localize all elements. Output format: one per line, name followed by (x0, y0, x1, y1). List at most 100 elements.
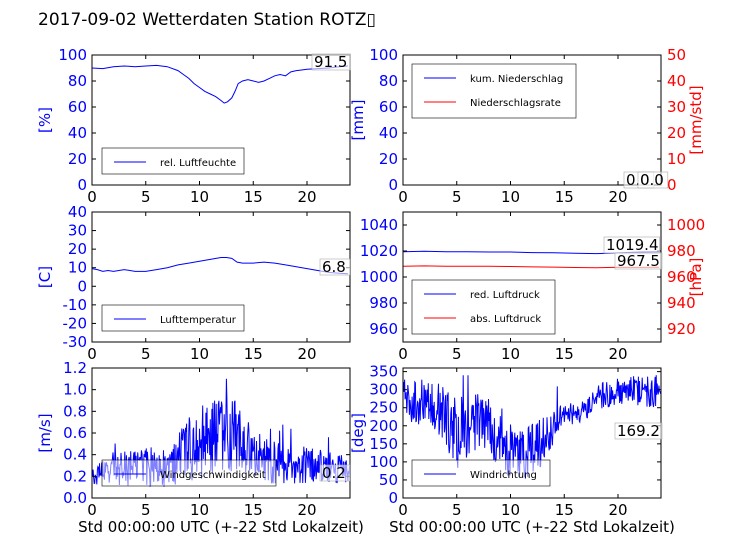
value-annotation: 169.2 (617, 422, 660, 440)
value-annotation-box (311, 53, 351, 71)
y-tick-label: 80 (68, 72, 87, 90)
y-tick-label: 0.2 (63, 467, 87, 485)
value-annotation-box (637, 171, 669, 189)
y-tick-label: 0.0 (63, 489, 87, 507)
legend-box (411, 63, 577, 119)
x-tick-label: 0 (398, 501, 408, 519)
legend-box (101, 147, 245, 175)
series-line-windrichtung (402, 375, 662, 480)
y-tick-label: -30 (63, 333, 88, 351)
y-tick-label: 100 (369, 46, 398, 64)
legend-label: Windgeschwindigkeit (160, 470, 266, 481)
value-annotation: 6.8 (322, 258, 346, 276)
legend-label: kum. Niederschlag (470, 74, 563, 85)
figure-title: 2017-09-02 Wetterdaten Station ROTZ▯ (38, 10, 376, 30)
y-tick-label: 150 (369, 435, 398, 453)
legend-box (101, 304, 245, 332)
x-tick-label: 20 (297, 501, 316, 519)
plot-frame (402, 54, 662, 186)
legend-box (411, 459, 551, 487)
legend-label: Windrichtung (470, 470, 537, 481)
y-tick-label-right: 980 (667, 242, 696, 260)
y-tick-label-right: 30 (667, 98, 686, 116)
legend: Lufttemperatur (101, 304, 245, 332)
y-tick-label: 30 (68, 222, 87, 240)
plot-frame (91, 54, 351, 186)
y-tick-label: 1.2 (63, 359, 87, 377)
x-tick-label: 5 (141, 345, 151, 363)
x-tick-label: 15 (555, 188, 574, 206)
y-tick-label: 250 (369, 399, 398, 417)
x-tick-label: 10 (501, 501, 520, 519)
value-annotation-box (614, 252, 663, 270)
x-tick-label: 0 (87, 501, 97, 519)
x-tick-label: 20 (608, 188, 627, 206)
y-tick-label: 0 (388, 489, 398, 507)
y-axis-label-right: [mm/std] (687, 85, 705, 154)
y-tick-label: 960 (369, 320, 398, 338)
y-tick-label: 200 (369, 417, 398, 435)
series-line-rel-luftfeuchte (91, 64, 348, 104)
legend-label: abs. Luftdruck (470, 314, 541, 325)
y-tick-label: 0 (77, 277, 87, 295)
x-axis-label: Std 00:00:00 UTC (+-22 Std Lokalzeit) (78, 518, 364, 536)
y-tick-label-right: 960 (667, 268, 696, 286)
y-axis-label-right: [hPa] (687, 258, 705, 297)
y-tick-label-right: 0 (667, 176, 677, 194)
y-tick-label: -20 (63, 314, 88, 332)
y-tick-label: 40 (68, 203, 87, 221)
y-tick-label: 1040 (360, 216, 398, 234)
plot-frame (91, 211, 351, 343)
y-axis-label: [C] (36, 266, 54, 288)
y-tick-label: 0.4 (63, 446, 87, 464)
y-tick-label-right: 10 (667, 150, 686, 168)
x-tick-label: 0 (87, 345, 97, 363)
x-tick-label: 5 (452, 501, 462, 519)
y-tick-label: 1020 (360, 242, 398, 260)
y-tick-label: 1.0 (63, 381, 87, 399)
y-tick-label: 40 (68, 124, 87, 142)
panel-humidity: 0 5 10 15 20 0 20 40 60 80 100 [%] 91.5 rel. Luftfeuc… (36, 46, 351, 206)
legend-label: Lufttemperatur (160, 315, 237, 326)
y-tick-label: 0.6 (63, 424, 87, 442)
legend: Windgeschwindigkeit (101, 459, 277, 487)
y-tick-label-right: 940 (667, 294, 696, 312)
x-tick-label: 15 (244, 345, 263, 363)
value-annotation: 1019.4 (606, 236, 659, 254)
legend: rel. Luftfeuchte (101, 147, 245, 175)
y-tick-label: 20 (379, 150, 398, 168)
x-tick-label: 20 (297, 188, 316, 206)
x-axis-label: Std 00:00:00 UTC (+-22 Std Lokalzeit) (389, 518, 675, 536)
y-tick-label: 50 (379, 471, 398, 489)
y-tick-label-right: 1000 (667, 216, 705, 234)
panel-windspeed: 0 5 10 15 20 0.0 0.2 0.4 0.6 0.8 1.0 1.2 [m/s] 0.2 Win… (36, 359, 351, 519)
x-tick-label: 20 (608, 345, 627, 363)
y-tick-label: 60 (379, 98, 398, 116)
value-annotation-box (319, 258, 351, 276)
y-tick-label: 100 (369, 453, 398, 471)
y-tick-label: 60 (68, 98, 87, 116)
x-tick-label: 15 (555, 501, 574, 519)
x-tick-label: 10 (190, 345, 209, 363)
series-line-lufttemperatur (91, 257, 348, 275)
y-tick-label-right: 20 (667, 124, 686, 142)
x-tick-label: 10 (190, 188, 209, 206)
x-tick-label: 0 (87, 188, 97, 206)
x-tick-label: 15 (555, 345, 574, 363)
y-tick-label: 100 (58, 46, 87, 64)
y-tick-label: 20 (68, 150, 87, 168)
value-annotation: 0.0 (640, 171, 664, 189)
x-tick-label: 10 (190, 501, 209, 519)
y-tick-label: 20 (68, 240, 87, 258)
y-tick-label: 0 (77, 176, 87, 194)
legend: red. Luftdruck abs. Luftdruck (411, 279, 556, 335)
y-tick-label-right: 40 (667, 72, 686, 90)
x-tick-label: 0 (398, 188, 408, 206)
y-tick-label: 980 (369, 294, 398, 312)
y-axis-label: [m/s] (36, 413, 54, 452)
y-tick-label: 0 (388, 176, 398, 194)
x-tick-label: 5 (452, 188, 462, 206)
